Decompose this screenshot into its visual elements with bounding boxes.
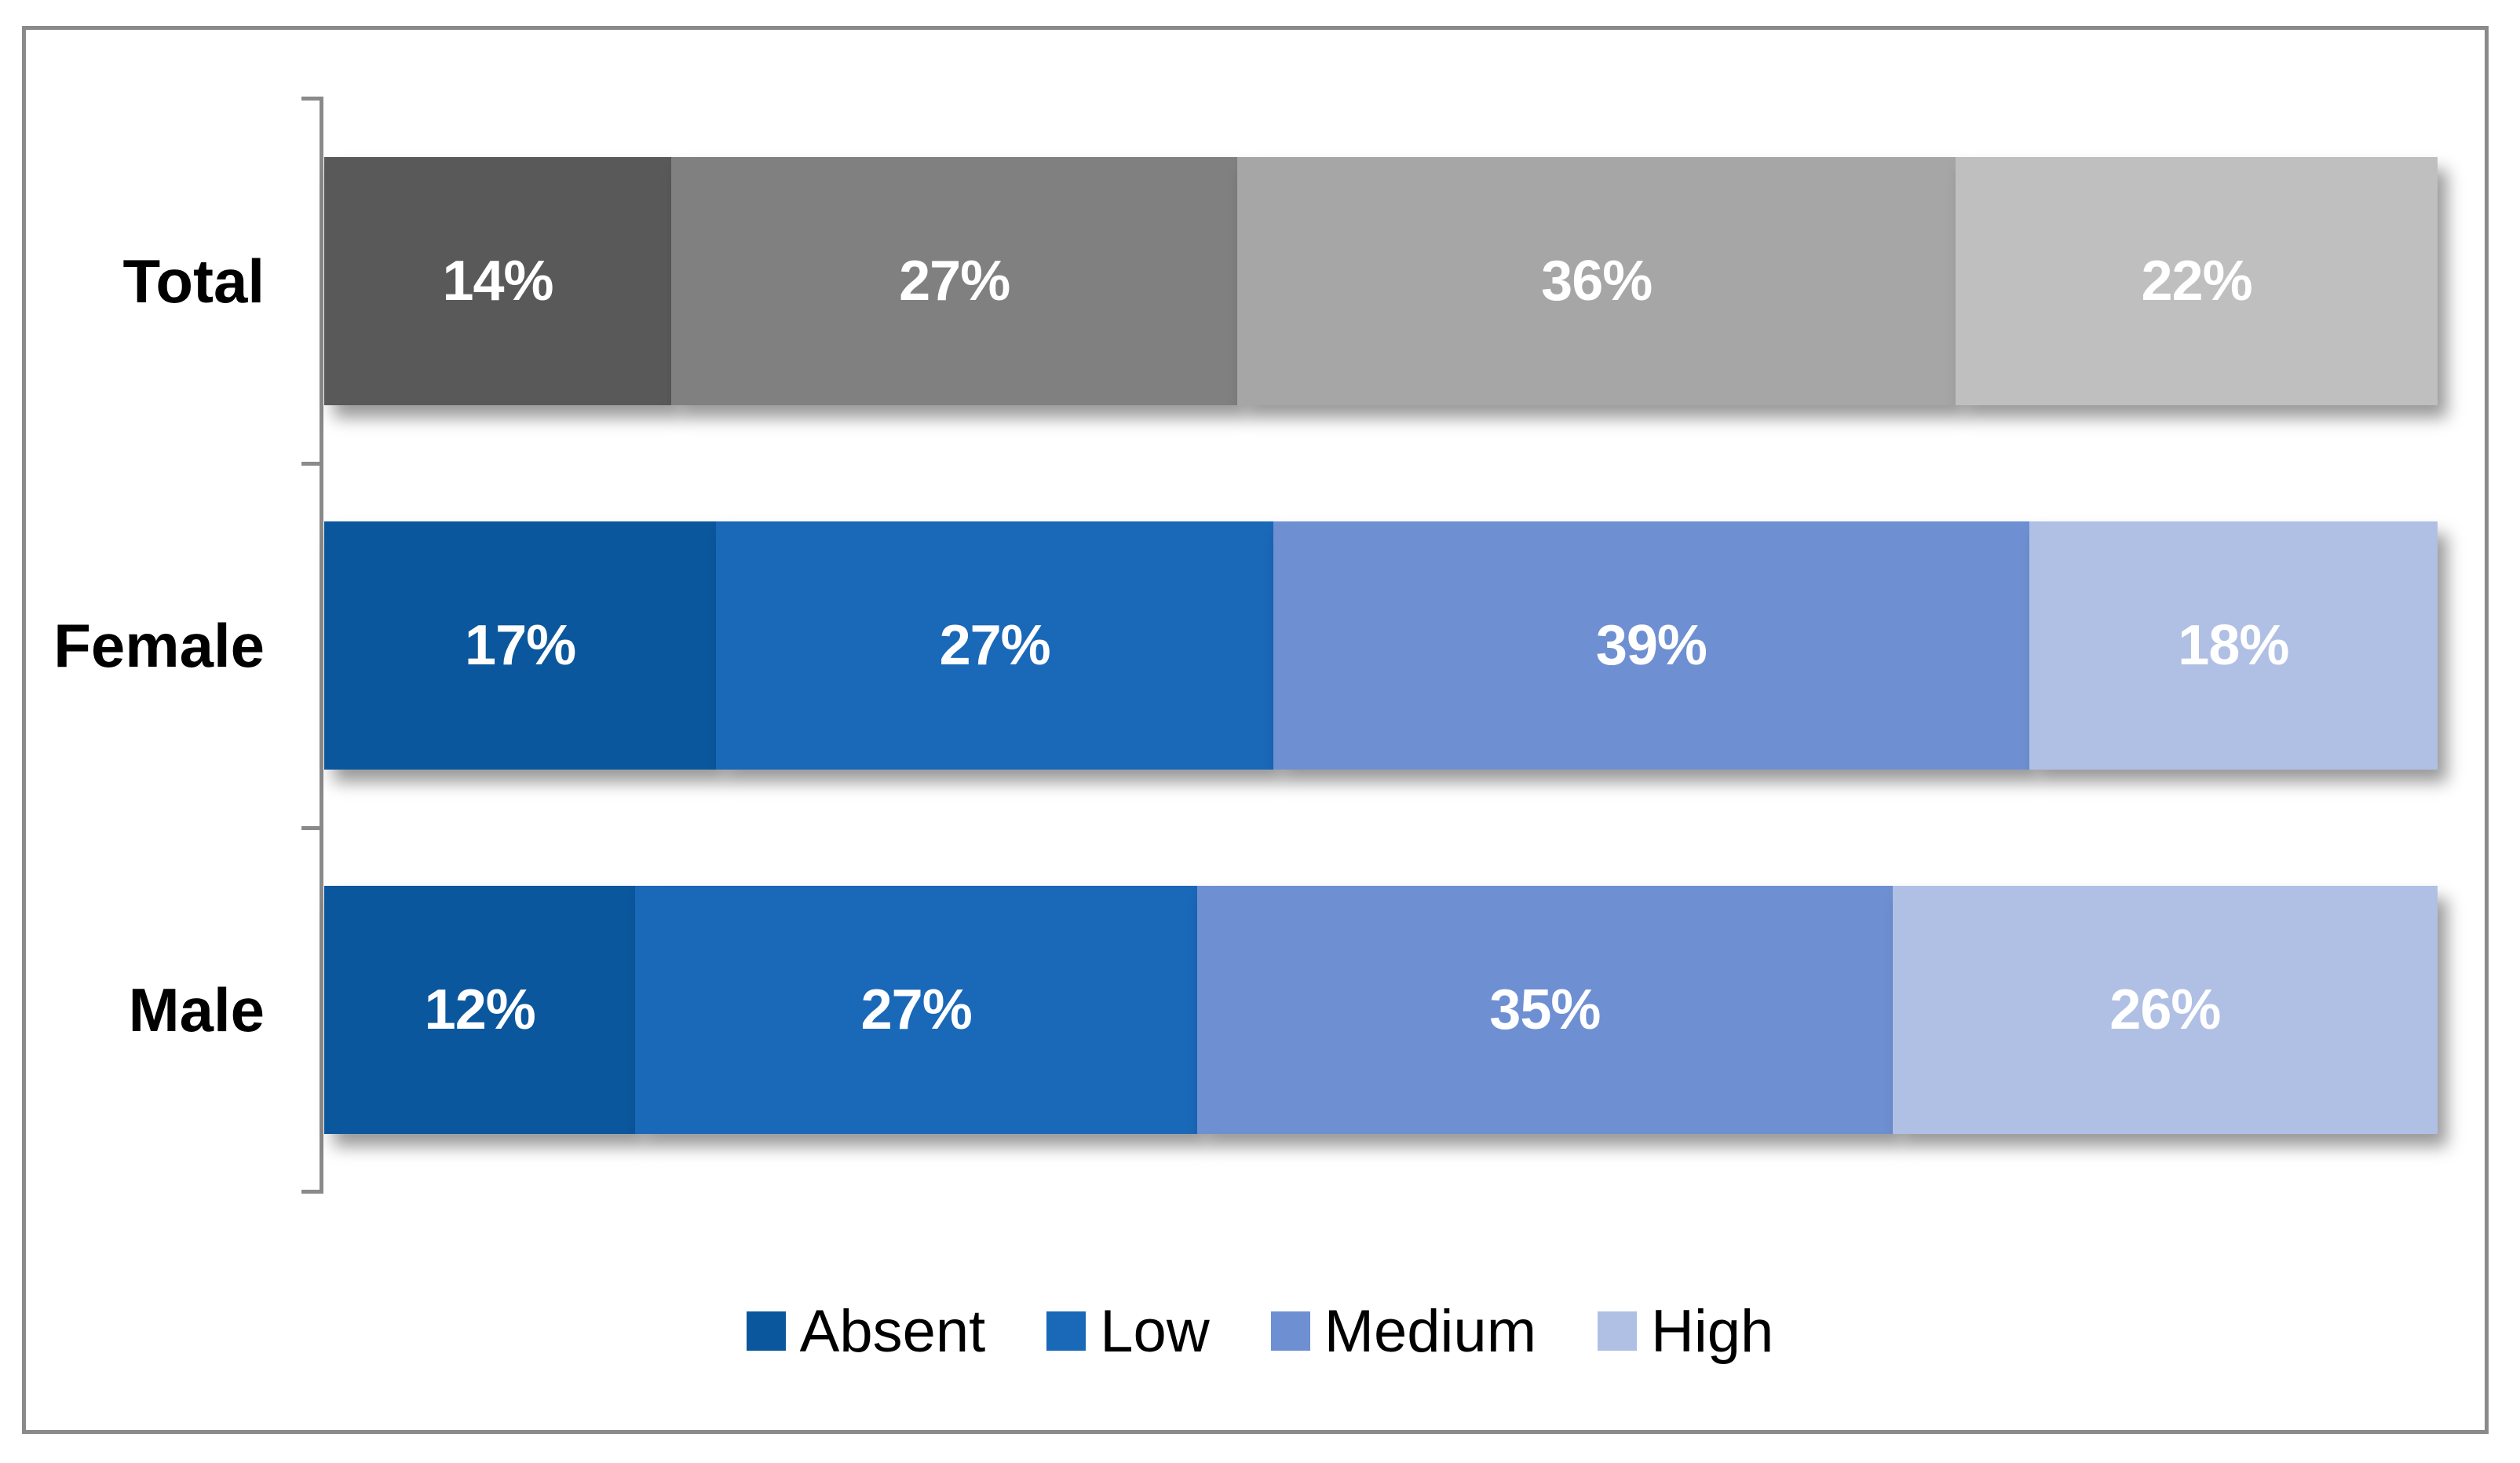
chart-border-frame (22, 26, 2489, 1434)
segment-value-label: 17% (465, 614, 576, 677)
bar-segment-male-medium: 35% (1196, 886, 1893, 1134)
bar-segment-female-high: 18% (2029, 521, 2438, 770)
legend-item-medium: Medium (1270, 1297, 1537, 1366)
segment-value-label: 26% (2109, 978, 2221, 1041)
legend-label: High (1651, 1297, 1774, 1365)
legend-swatch-absent (746, 1311, 786, 1351)
segment-value-label: 12% (424, 978, 536, 1041)
axis-tick (301, 1190, 320, 1194)
segment-value-label: 36% (1541, 250, 1653, 313)
bar-segment-female-medium: 39% (1273, 521, 2029, 770)
segment-value-label: 14% (442, 250, 553, 313)
bar-segment-male-low: 27% (635, 886, 1197, 1134)
bar-row-total: 14% 27% 36% 22% (324, 157, 2438, 405)
legend-label: Absent (799, 1297, 986, 1365)
segment-value-label: 27% (860, 978, 973, 1041)
bar-segment-total-absent: 14% (324, 157, 671, 405)
bar-segment-male-absent: 12% (324, 886, 636, 1134)
chart-legend: Absent Low Medium High (0, 1288, 2520, 1374)
bar-segment-male-high: 26% (1892, 886, 2438, 1134)
legend-item-low: Low (1046, 1297, 1210, 1366)
segment-value-label: 22% (2141, 250, 2253, 313)
category-label-female: Female (53, 610, 265, 680)
segment-value-label: 35% (1489, 978, 1601, 1041)
legend-label: Medium (1324, 1297, 1537, 1365)
y-axis-line (320, 97, 323, 1194)
bar-segment-female-low: 27% (716, 521, 1274, 770)
bar-segment-total-medium: 36% (1237, 157, 1956, 405)
legend-item-high: High (1598, 1297, 1773, 1366)
segment-value-label: 18% (2178, 614, 2289, 677)
legend-swatch-high (1598, 1311, 1638, 1351)
bar-segment-female-absent: 17% (324, 521, 717, 770)
axis-tick (301, 826, 320, 830)
legend-item-absent: Absent (746, 1297, 986, 1366)
bar-segment-total-low: 27% (670, 157, 1238, 405)
bar-segment-total-high: 22% (1956, 157, 2438, 405)
axis-tick (301, 97, 320, 101)
segment-value-label: 39% (1595, 614, 1707, 677)
category-label-total: Total (122, 246, 265, 316)
legend-swatch-medium (1270, 1311, 1310, 1351)
bar-row-male: 12% 27% 35% 26% (324, 886, 2438, 1134)
axis-tick (301, 462, 320, 466)
category-label-male: Male (128, 975, 265, 1044)
legend-swatch-low (1046, 1311, 1087, 1351)
segment-value-label: 27% (939, 614, 1051, 677)
legend-label: Low (1100, 1297, 1210, 1365)
bar-row-female: 17% 27% 39% 18% (324, 521, 2438, 770)
segment-value-label: 27% (899, 250, 1010, 313)
